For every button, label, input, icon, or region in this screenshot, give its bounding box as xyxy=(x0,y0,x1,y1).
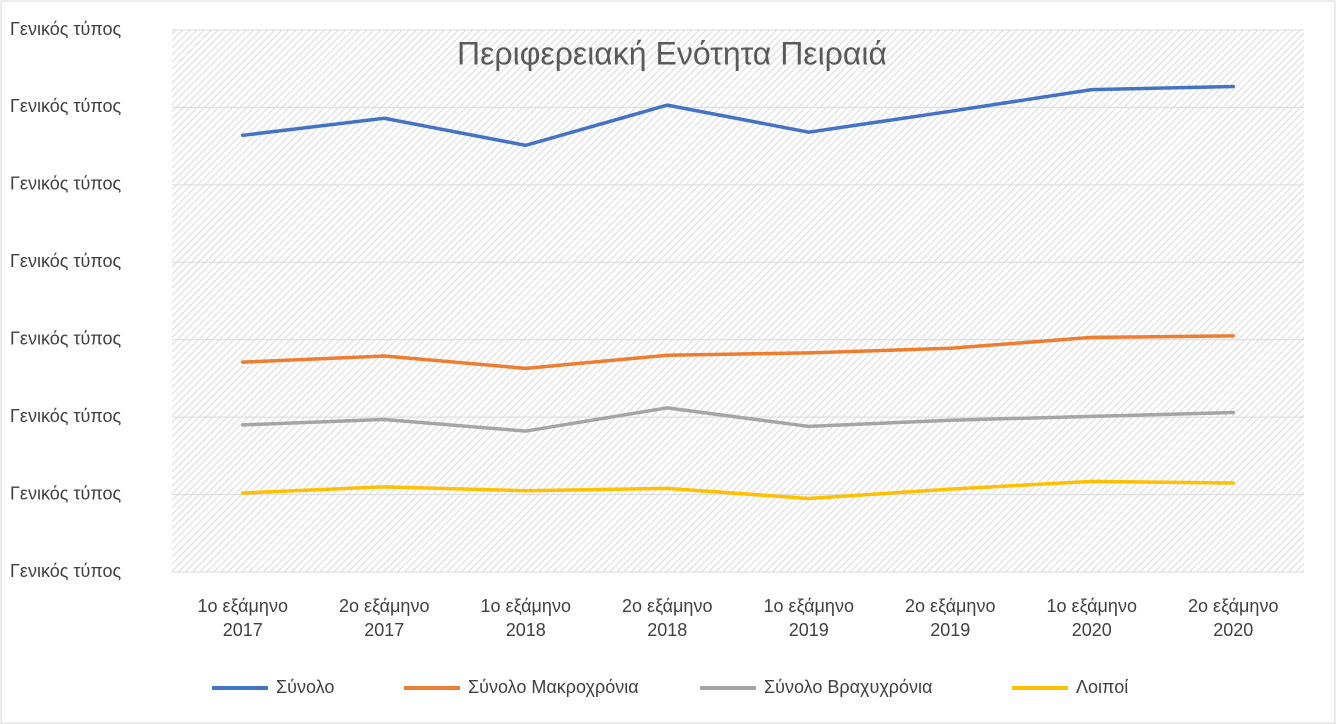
line xyxy=(241,479,1235,501)
line xyxy=(241,84,1235,148)
line xyxy=(241,334,1235,371)
x-tick-label: 1ο εξάμηνο 2017 xyxy=(197,596,288,640)
line xyxy=(241,406,1235,433)
x-tick-label: 2ο εξάμηνο 2020 xyxy=(1188,596,1279,640)
chart-title: Περιφερειακή Ενότητα Πειραιά xyxy=(457,35,887,71)
y-tick-label: Γενικός τύπος xyxy=(10,174,122,194)
y-tick-label: Γενικός τύπος xyxy=(10,251,122,271)
y-tick-label: Γενικός τύπος xyxy=(10,406,122,426)
legend-label: Λοιποί xyxy=(1076,677,1128,697)
x-tick-label: 1ο εξάμηνο 2020 xyxy=(1046,596,1137,640)
x-tick-label: 2ο εξάμηνο 2017 xyxy=(339,596,430,640)
legend-label: Σύνολο Μακροχρόνια xyxy=(468,677,639,697)
y-tick-label: Γενικός τύπος xyxy=(10,19,122,39)
y-tick-label: Γενικός τύπος xyxy=(10,328,122,348)
legend-label: Σύνολο xyxy=(276,677,334,697)
plot-area xyxy=(172,30,1304,572)
x-tick-label: 1ο εξάμηνο 2019 xyxy=(763,596,854,640)
y-tick-label: Γενικός τύπος xyxy=(10,561,122,581)
legend-label: Σύνολο Βραχυχρόνια xyxy=(764,677,932,697)
y-tick-label: Γενικός τύπος xyxy=(10,483,122,503)
x-tick-label: 1ο εξάμηνο 2018 xyxy=(480,596,571,640)
x-tick-label: 2ο εξάμηνο 2019 xyxy=(905,596,996,640)
y-tick-label: Γενικός τύπος xyxy=(10,96,122,116)
x-tick-label: 2ο εξάμηνο 2018 xyxy=(622,596,713,640)
